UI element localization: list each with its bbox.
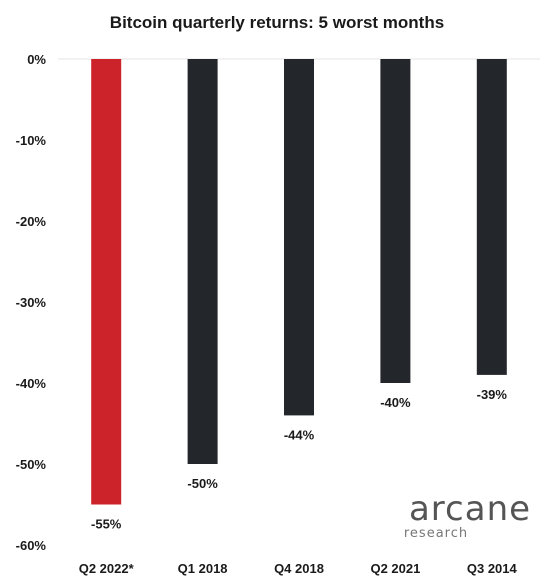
bar-4: [380, 59, 411, 383]
y-tick-label: 0%: [27, 52, 46, 67]
x-tick-label-4: Q2 2021: [370, 561, 420, 576]
x-tick-label-1: Q2 2022*: [79, 561, 135, 576]
data-label-3: -44%: [284, 427, 315, 442]
bar-3: [284, 59, 314, 416]
x-tick-label-2: Q1 2018: [178, 561, 228, 576]
y-tick-label: -60%: [16, 538, 47, 553]
bar-1: [91, 59, 122, 505]
y-tick-label: -40%: [16, 376, 47, 391]
y-tick-label: -20%: [16, 214, 47, 229]
data-label-5: -39%: [477, 387, 508, 402]
data-label-1: -55%: [91, 517, 122, 532]
chart-title: Bitcoin quarterly returns: 5 worst month…: [110, 13, 444, 32]
data-label-2: -50%: [187, 476, 218, 491]
x-tick-label-5: Q3 2014: [467, 561, 518, 576]
x-axis-ticks: Q2 2022* Q1 2018 Q4 2018 Q2 2021 Q3 2014: [79, 561, 518, 576]
bars: [91, 59, 507, 505]
logo-sub-text: research: [404, 526, 468, 541]
x-tick-label-3: Q4 2018: [274, 561, 324, 576]
bar-5: [476, 59, 507, 375]
data-label-4: -40%: [380, 395, 411, 410]
y-axis-ticks: 0% -10% -20% -30% -40% -50% -60%: [16, 52, 47, 553]
arcane-logo: arcane research: [404, 489, 531, 541]
y-tick-label: -30%: [16, 295, 47, 310]
y-tick-label: -50%: [16, 457, 47, 472]
logo-main-text: arcane: [409, 489, 531, 529]
data-labels: -55% -50% -44% -40% -39%: [91, 387, 507, 532]
y-tick-label: -10%: [16, 133, 47, 148]
bar-2: [187, 59, 218, 464]
